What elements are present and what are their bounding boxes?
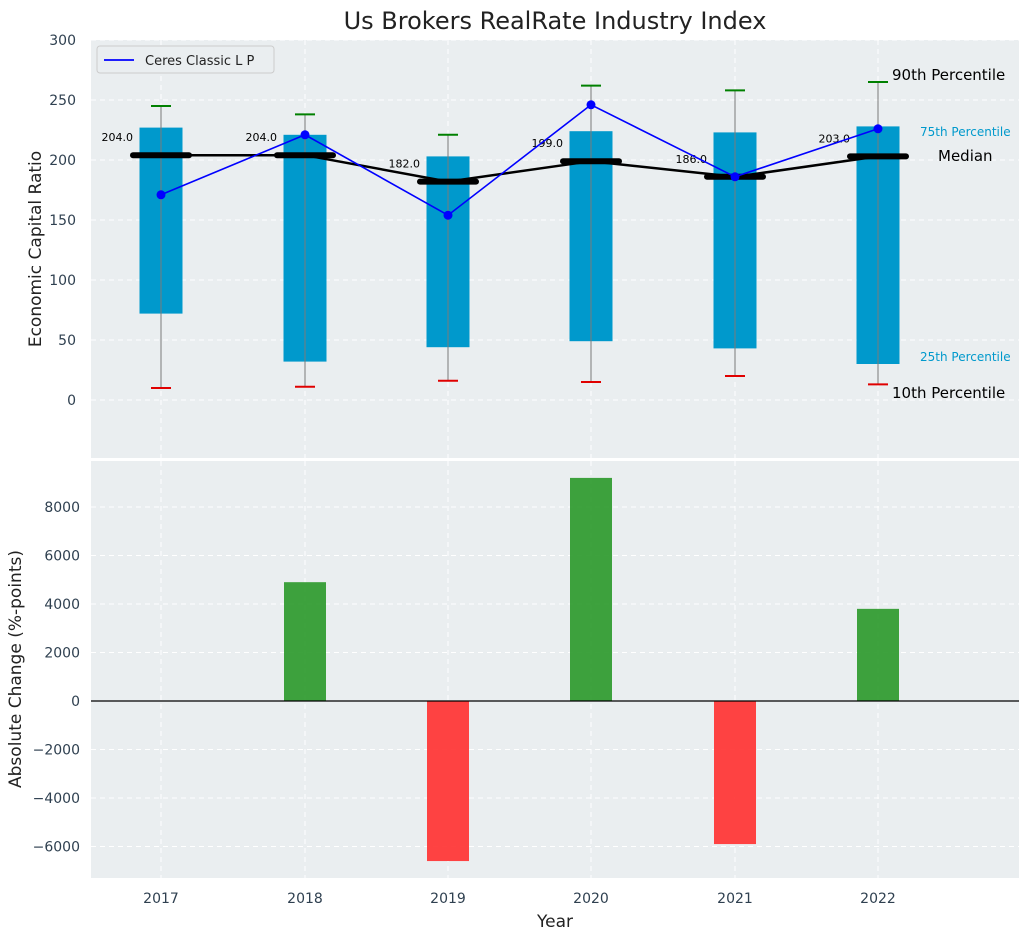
y-tick-label: 150: [49, 213, 76, 229]
ceres-series: [156, 100, 883, 220]
y-tick-label: 0: [67, 393, 76, 409]
y-tick-label: 200: [49, 153, 76, 169]
x-tick-label: 2021: [717, 891, 753, 907]
x-tick-label: 2022: [860, 891, 896, 907]
x-tick-label: 2017: [143, 891, 179, 907]
median-value-label: 204.0: [102, 131, 134, 144]
median-value-label: 203.0: [819, 132, 851, 145]
x-axis-label: Year: [536, 912, 573, 932]
bottom-y-ticks: 8000 6000 4000 2000 0 −2000 −4000 −6000: [33, 500, 80, 856]
p90-label: 90th Percentile: [892, 66, 1005, 84]
chart-title: Us Brokers RealRate Industry Index: [344, 7, 767, 35]
series-point: [730, 172, 740, 182]
legend: Ceres Classic L P: [96, 45, 275, 74]
y-tick-label: 4000: [44, 597, 80, 613]
x-tick-label: 2020: [573, 891, 609, 907]
percentile-boxes: [139, 81, 900, 389]
y-tick-label: 50: [58, 333, 76, 349]
median-value-label: 204.0: [246, 131, 278, 144]
bottom-y-axis-label: Absolute Change (%-points): [6, 550, 26, 788]
median-value-label: 182.0: [389, 158, 421, 171]
y-tick-label: 0: [71, 694, 80, 710]
series-line: [160, 103, 879, 217]
y-tick-label: 250: [49, 93, 76, 109]
y-tick-label: 8000: [44, 500, 80, 516]
median-value-label: 186.0: [676, 153, 708, 166]
x-ticks: 2017 2018 2019 2020 2021 2022: [143, 891, 896, 907]
y-tick-label: 6000: [44, 549, 80, 565]
percentile-labels: 90th Percentile 75th Percentile Median 2…: [892, 66, 1011, 402]
x-tick-label: 2018: [287, 891, 323, 907]
series-point: [156, 190, 166, 200]
y-tick-label: −2000: [33, 743, 80, 759]
y-tick-label: 2000: [44, 646, 80, 662]
median-value-label: 199.0: [532, 137, 564, 150]
median-label: Median: [938, 147, 993, 165]
legend-entry: Ceres Classic L P: [145, 54, 255, 69]
y-tick-label: −6000: [33, 840, 80, 856]
change-bar: [857, 608, 899, 701]
change-bar: [284, 582, 326, 701]
p10-label: 10th Percentile: [892, 384, 1005, 402]
y-tick-label: −4000: [33, 791, 80, 807]
p25-label: 25th Percentile: [920, 350, 1011, 364]
top-y-ticks: 300 250 200 150 100 50 0: [49, 33, 76, 409]
series-point: [873, 124, 883, 134]
series-point: [443, 210, 453, 220]
change-bar: [427, 701, 469, 862]
y-tick-label: 100: [49, 273, 76, 289]
change-bar: [714, 701, 756, 845]
series-point: [586, 100, 596, 110]
top-y-axis-label: Economic Capital Ratio: [26, 151, 46, 347]
p75-label: 75th Percentile: [920, 125, 1011, 139]
change-bars: [284, 477, 899, 862]
legend-box: [96, 45, 275, 74]
x-tick-label: 2019: [430, 891, 466, 907]
series-point: [300, 130, 310, 140]
change-bar: [570, 477, 612, 701]
y-tick-label: 300: [49, 33, 76, 49]
